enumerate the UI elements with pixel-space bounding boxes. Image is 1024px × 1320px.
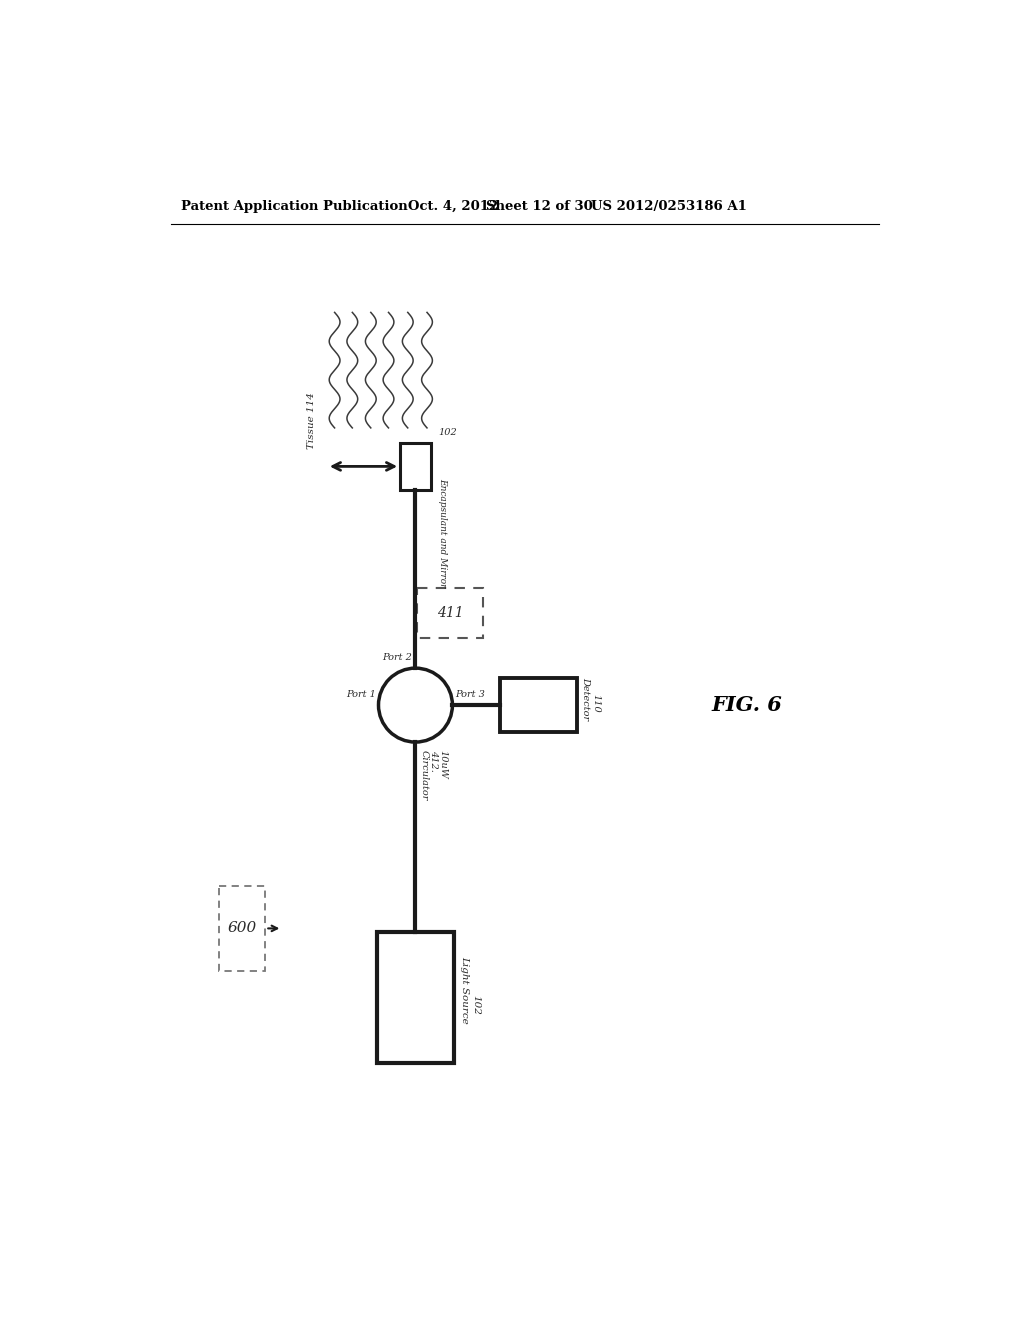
Text: 102: 102 [438, 428, 458, 437]
Text: Oct. 4, 2012: Oct. 4, 2012 [408, 199, 498, 213]
Text: Patent Application Publication: Patent Application Publication [180, 199, 408, 213]
Bar [500, 678, 578, 733]
Text: Sheet 12 of 30: Sheet 12 of 30 [486, 199, 593, 213]
Text: FIG. 6: FIG. 6 [712, 696, 782, 715]
Text: Circulator: Circulator [419, 750, 428, 800]
Text: US 2012/0253186 A1: US 2012/0253186 A1 [591, 199, 746, 213]
Text: Port 1: Port 1 [346, 690, 376, 698]
Bar [377, 932, 454, 1063]
Text: 600: 600 [227, 921, 257, 936]
Text: 411: 411 [437, 606, 464, 619]
Bar [219, 886, 265, 970]
Text: 110: 110 [591, 694, 600, 713]
Text: 102: 102 [471, 995, 480, 1015]
Bar [418, 587, 483, 638]
Text: Tissue 114: Tissue 114 [307, 392, 316, 449]
Text: Port 3: Port 3 [455, 690, 484, 698]
Text: Port 2: Port 2 [382, 653, 412, 663]
Text: Detector: Detector [581, 677, 590, 721]
Text: 10uW: 10uW [438, 750, 447, 779]
Text: 412.: 412. [429, 750, 438, 772]
Bar [400, 444, 431, 490]
Text: Encapsulant and Mirror: Encapsulant and Mirror [438, 478, 447, 587]
Text: Light Source: Light Source [460, 956, 469, 1024]
